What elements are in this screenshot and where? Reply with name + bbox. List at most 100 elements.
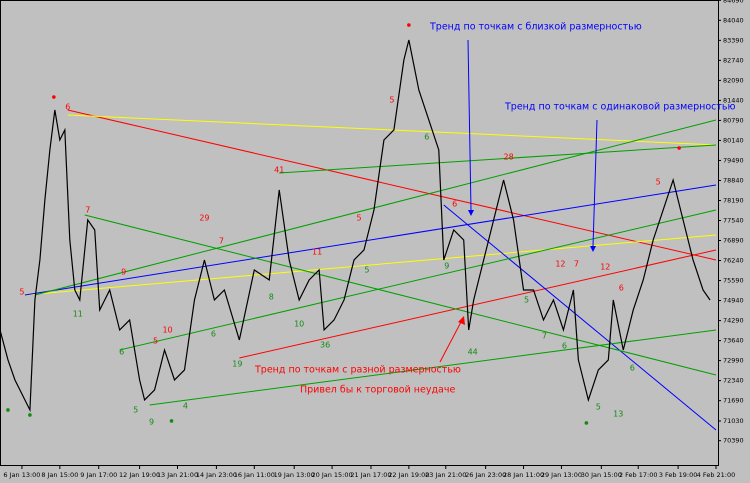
y-tick-label: 79490 [723,156,744,164]
y-tick-label: 77540 [723,216,744,224]
y-tick-label: 75590 [723,277,744,285]
point-label: 6 [452,199,457,208]
trend-line [84,214,717,376]
y-tick-label: 74290 [723,317,744,325]
trend-line [239,249,717,359]
arrow [467,39,472,211]
y-tick-label: 71030 [723,417,744,425]
extremum-dot [677,146,681,150]
point-label: 9 [444,261,449,270]
x-tick-label: 19 Jan 13:00 [274,471,315,479]
point-label: 5 [356,213,361,222]
y-tick-label: 76240 [723,257,744,265]
point-label: 5 [19,287,24,296]
point-label: 5 [524,295,529,304]
trend-line [67,114,717,146]
y-tick-label: 72340 [723,377,744,385]
x-tick-label: 4 Feb 21:00 [697,471,736,479]
y-tick-label: 76890 [723,237,744,245]
arrow-head [590,246,596,252]
trend-line [279,144,717,174]
note: Тренд по точкам с разной размерностью [254,365,461,376]
point-label: 10 [294,319,304,328]
y-tick-label: 74940 [723,297,744,305]
x-tick-label: 6 Jan 13:00 [3,471,40,479]
point-label: 12 [600,262,610,271]
point-label: 6 [562,341,567,350]
extremum-dot [169,419,174,423]
point-label: 9 [149,417,154,426]
x-tick-label: 28 Jan 11:00 [503,471,544,479]
point-label: 6 [119,347,124,356]
x-tick-label: 14 Jan 23:00 [196,471,237,479]
point-label: 19 [232,359,242,368]
point-label: 6 [65,102,70,111]
x-tick-label: 3 Feb 19:00 [659,471,698,479]
extremum-dot [6,408,10,412]
point-label: 8 [269,292,274,301]
point-label: 6 [424,132,429,141]
price-line [0,39,711,413]
note: Привел бы к торговой неудаче [300,385,455,396]
x-tick-label: 29 Jan 13:00 [541,471,582,479]
x-tick-label: 23 Jan 21:00 [425,471,466,479]
point-label: 41 [274,165,284,174]
point-label: 4 [183,401,188,410]
point-label: 5 [364,265,369,274]
extremum-dot [52,95,56,99]
extremum-dot [407,23,411,27]
arrow [439,321,462,363]
point-label: 11 [312,247,322,256]
point-label: 5 [153,336,158,345]
point-label: 7 [574,259,579,268]
y-tick-label: 78190 [723,196,744,204]
point-label: 6 [211,329,216,338]
note: Тренд по точкам с близкой размерностью [429,22,642,33]
trend-line [34,119,717,296]
y-tick-label: 80140 [723,136,744,144]
point-label: 10 [162,325,172,334]
trend-line [119,209,717,351]
y-tick-label: 81440 [723,96,744,104]
trend-line [24,234,717,296]
x-tick-label: 22 Jan 19:00 [388,471,429,479]
arrow [592,119,598,247]
point-label: 7 [542,331,547,340]
x-tick-label: 21 Jan 17:00 [350,471,391,479]
y-tick-label: 72990 [723,357,744,365]
extremum-dot [584,421,589,425]
y-tick-label: 84040 [723,16,744,24]
point-label: 7 [85,205,90,214]
point-label: 11 [73,309,83,318]
extremum-dot [28,413,32,417]
trend-line [443,204,717,431]
x-tick-label: 9 Jan 17:00 [80,471,117,479]
point-label: 12 [555,259,565,268]
point-label: 13 [613,409,623,418]
y-tick-label: 71690 [723,397,744,405]
x-tick-label: 2 Feb 17:00 [619,471,658,479]
point-label: 6 [619,283,624,292]
plot-frame [0,0,719,466]
point-label: 5 [133,405,138,414]
y-tick-label: 82090 [723,76,744,84]
y-tick-label: 83390 [723,36,744,44]
x-tick-label: 26 Jan 23:00 [465,471,506,479]
y-tick-label: 73640 [723,337,744,345]
x-tick-label: 12 Jan 19:00 [119,471,160,479]
trend-line [24,184,717,296]
x-tick-label: 20 Jan 15:00 [311,471,352,479]
y-tick-label: 84690 [723,0,744,4]
point-label: 29 [199,213,209,222]
arrow-head [468,210,474,216]
y-tick-label: 70390 [723,437,744,445]
point-label: 44 [468,347,478,356]
y-tick-label: 80790 [723,116,744,124]
x-tick-label: 16 Jan 11:00 [234,471,275,479]
point-label: 5 [596,402,601,411]
arrow-head [458,316,465,325]
x-tick-label: 13 Jan 21:00 [157,471,198,479]
